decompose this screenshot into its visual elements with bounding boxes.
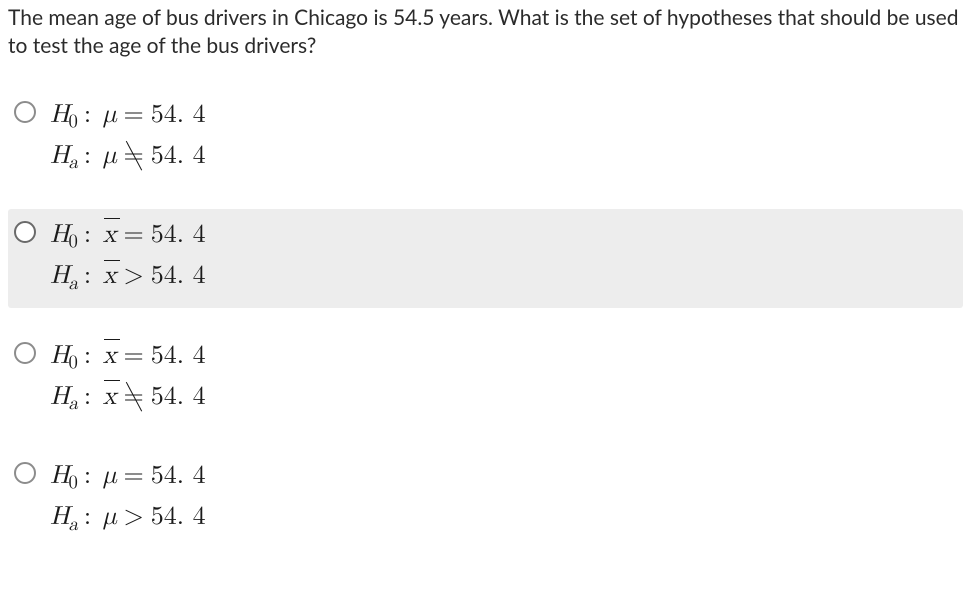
option-opt-xbar-neq[interactable]: H0: x=54. 4Ha: x=54. 4 bbox=[8, 330, 963, 428]
radio-button[interactable] bbox=[14, 462, 36, 484]
option-opt-mu-gt[interactable]: H0: μ=54. 4Ha: μ>54. 4 bbox=[8, 450, 963, 548]
hypothesis-alt: Ha: x>54. 4 bbox=[50, 256, 206, 297]
value: 54. 4 bbox=[151, 504, 206, 530]
option-opt-mu-neq[interactable]: H0: μ=54. 4Ha: μ=54. 4 bbox=[8, 89, 963, 187]
hypothesis-alt: Ha: x=54. 4 bbox=[50, 377, 206, 418]
value: 54. 4 bbox=[151, 343, 206, 369]
radio-button[interactable] bbox=[14, 342, 36, 364]
hypothesis-null: H0: μ=54. 4 bbox=[50, 95, 206, 136]
hypothesis-alt: Ha: μ>54. 4 bbox=[50, 497, 206, 538]
option-math: H0: μ=54. 4Ha: μ=54. 4 bbox=[50, 95, 206, 177]
question-text: The mean age of bus drivers in Chicago i… bbox=[8, 4, 963, 61]
option-math: H0: x=54. 4Ha: x=54. 4 bbox=[50, 336, 206, 418]
options-container: H0: μ=54. 4Ha: μ=54. 4H0: x=54. 4Ha: x>5… bbox=[8, 89, 963, 549]
radio-button[interactable] bbox=[14, 101, 36, 123]
value: 54. 4 bbox=[151, 263, 206, 289]
value: 54. 4 bbox=[151, 102, 206, 128]
option-math: H0: μ=54. 4Ha: μ>54. 4 bbox=[50, 456, 206, 538]
value: 54. 4 bbox=[151, 143, 206, 169]
radio-button[interactable] bbox=[14, 221, 36, 243]
value: 54. 4 bbox=[151, 463, 206, 489]
hypothesis-null: H0: x=54. 4 bbox=[50, 336, 206, 377]
value: 54. 4 bbox=[151, 222, 206, 248]
hypothesis-null: H0: x=54. 4 bbox=[50, 215, 206, 256]
value: 54. 4 bbox=[151, 384, 206, 410]
hypothesis-alt: Ha: μ=54. 4 bbox=[50, 136, 206, 177]
option-opt-xbar-gt[interactable]: H0: x=54. 4Ha: x>54. 4 bbox=[8, 209, 963, 307]
option-math: H0: x=54. 4Ha: x>54. 4 bbox=[50, 215, 206, 297]
hypothesis-null: H0: μ=54. 4 bbox=[50, 456, 206, 497]
